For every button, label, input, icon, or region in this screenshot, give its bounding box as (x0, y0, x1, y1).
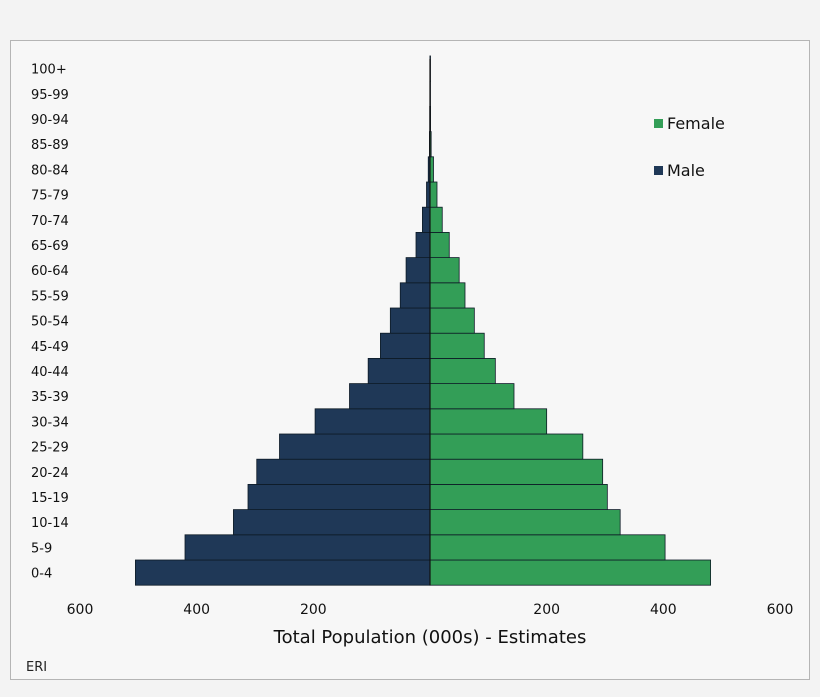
x-tick-labels-layer: 600 400 200 200 400 600 (67, 602, 794, 618)
age-label-50-54: 50-54 (31, 315, 69, 330)
bar-male-5-9 (184, 534, 431, 561)
bar-female-30-34 (429, 408, 548, 435)
age-label-5-9: 5-9 (31, 541, 52, 556)
age-label-10-14: 10-14 (31, 516, 69, 531)
bar-female-40-44 (429, 357, 496, 384)
age-label-90-94: 90-94 (31, 113, 69, 128)
bar-male-35-39 (349, 383, 431, 410)
bar-female-50-54 (429, 307, 475, 334)
bar-male-20-24 (256, 458, 431, 485)
bars-layer (135, 55, 711, 586)
bar-female-0-4 (429, 559, 711, 586)
source-code-label: ERI (26, 660, 47, 675)
age-label-55-59: 55-59 (31, 289, 69, 304)
x-tick-label: 400 (183, 602, 210, 618)
bar-female-15-19 (429, 483, 608, 510)
bar-male-25-29 (279, 433, 431, 460)
bar-female-20-24 (429, 458, 604, 485)
bar-female-75-79 (429, 181, 438, 208)
bar-female-25-29 (429, 433, 584, 460)
x-tick-label: 400 (650, 602, 677, 618)
bar-female-45-49 (429, 332, 485, 359)
age-label-0-4: 0-4 (31, 567, 52, 582)
chart-panel: 0-4 5-9 10-14 15-19 20-24 25-29 30-34 35-39 40-4… (10, 40, 810, 680)
age-label-15-19: 15-19 (31, 491, 69, 506)
age-label-85-89: 85-89 (31, 138, 69, 153)
population-pyramid-chart: 0-4 5-9 10-14 15-19 20-24 25-29 30-34 35-39 40-4… (26, 55, 794, 675)
bar-female-70-74 (429, 206, 443, 233)
bar-male-65-69 (415, 231, 431, 258)
x-axis-label: Total Population (000s) - Estimates (273, 627, 587, 648)
age-label-20-24: 20-24 (31, 466, 69, 481)
bar-female-55-59 (429, 282, 466, 309)
bar-female-5-9 (429, 534, 666, 561)
age-labels-layer: 0-4 5-9 10-14 15-19 20-24 25-29 30-34 35-39 40-4… (31, 63, 69, 582)
bar-male-50-54 (389, 307, 431, 334)
legend-label-female: Female (667, 114, 725, 133)
bar-female-65-69 (429, 231, 450, 258)
age-label-75-79: 75-79 (31, 189, 69, 204)
x-tick-label: 200 (300, 602, 327, 618)
bar-female-10-14 (429, 509, 621, 536)
legend: Female Male (654, 114, 725, 180)
bar-male-45-49 (380, 332, 431, 359)
age-label-60-64: 60-64 (31, 264, 69, 279)
age-label-25-29: 25-29 (31, 441, 69, 456)
bar-male-30-34 (314, 408, 431, 435)
x-tick-label: 200 (533, 602, 560, 618)
bar-male-15-19 (247, 483, 431, 510)
legend-swatch-male (654, 166, 663, 175)
age-label-45-49: 45-49 (31, 340, 69, 355)
age-label-40-44: 40-44 (31, 365, 69, 380)
bar-male-40-44 (367, 357, 431, 384)
age-label-65-69: 65-69 (31, 239, 69, 254)
bar-male-0-4 (135, 559, 431, 586)
x-tick-label: 600 (767, 602, 794, 618)
legend-swatch-female (654, 119, 663, 128)
age-label-35-39: 35-39 (31, 390, 69, 405)
x-tick-label: 600 (67, 602, 94, 618)
age-label-80-84: 80-84 (31, 163, 69, 178)
age-label-70-74: 70-74 (31, 214, 69, 229)
bar-male-60-64 (405, 257, 431, 284)
bar-male-10-14 (233, 509, 431, 536)
bar-male-55-59 (399, 282, 431, 309)
age-label-95-99: 95-99 (31, 88, 69, 103)
bar-female-60-64 (429, 257, 460, 284)
bar-female-35-39 (429, 383, 515, 410)
bar-male-70-74 (422, 206, 431, 233)
legend-label-male: Male (667, 161, 705, 180)
age-label-30-34: 30-34 (31, 415, 69, 430)
age-label-100+: 100+ (31, 63, 67, 78)
